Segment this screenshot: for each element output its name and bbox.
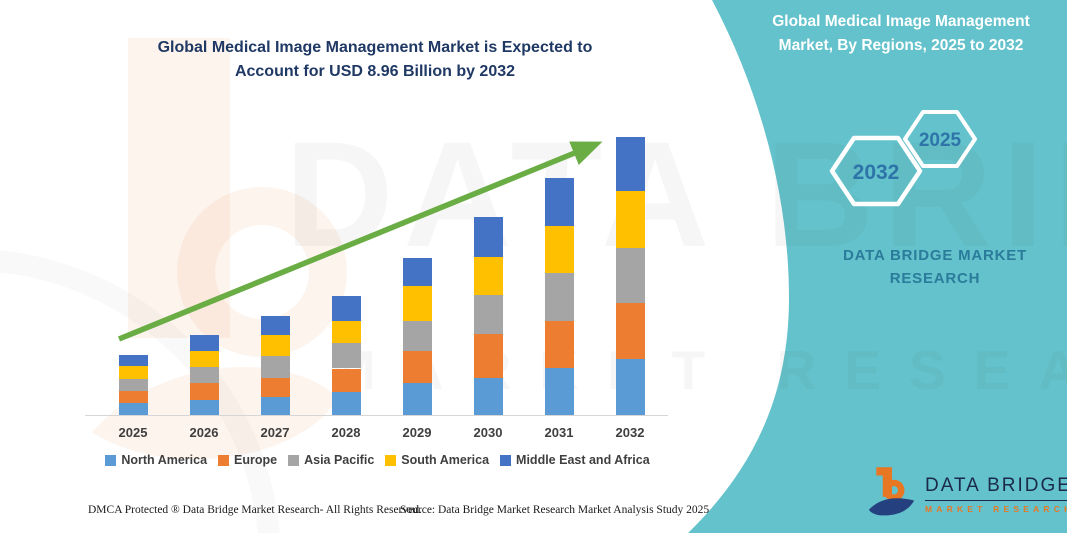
- x-axis-label-2030: 2030: [473, 425, 503, 440]
- bar-segment-2027-north-america: [260, 396, 290, 415]
- data-bridge-logo-icon: [868, 467, 915, 516]
- bar-segment-2032-middle-east-and-africa: [615, 137, 645, 191]
- bar-segment-2027-europe: [260, 378, 290, 397]
- logo-text-block: DATA BRIDGE MARKET RESEARCH: [925, 475, 1067, 514]
- bar-segment-2032-north-america: [615, 358, 645, 415]
- legend-swatch: [218, 454, 230, 466]
- chart-headline-line1: Global Medical Image Management Market i…: [157, 39, 593, 56]
- panel-title: Global Medical Image Management Market, …: [740, 10, 1062, 58]
- x-axis-label-2026: 2026: [189, 425, 219, 440]
- bar-segment-2029-north-america: [402, 383, 432, 415]
- logo-subtitle: MARKET RESEARCH: [925, 503, 1067, 514]
- bar-segment-2032-asia-pacific: [615, 247, 645, 303]
- bar-segment-2026-north-america: [189, 400, 219, 415]
- panel-title-line1: Global Medical Image Management: [772, 13, 1030, 30]
- hexagon-2032-label: 2032: [853, 161, 900, 184]
- chart-headline-line2: Account for USD 8.96 Billion by 2032: [234, 63, 516, 80]
- bar-segment-2031-north-america: [544, 368, 574, 415]
- hexagon-2032: [829, 135, 923, 207]
- bar-segment-2030-north-america: [473, 377, 503, 415]
- legend-item-north-america: North America: [105, 453, 207, 467]
- bar-segment-2030-europe: [473, 334, 503, 378]
- legend-label: South America: [401, 453, 490, 467]
- bar-segment-2026-europe: [189, 383, 219, 401]
- legend-label: North America: [121, 453, 208, 467]
- bar-segment-2028-asia-pacific: [331, 343, 361, 369]
- bar-segment-2032-south-america: [615, 190, 645, 248]
- x-axis-label-2027: 2027: [260, 425, 290, 440]
- bar-segment-2025-south-america: [118, 366, 148, 380]
- bar-segment-2025-middle-east-and-africa: [118, 354, 148, 367]
- chart-legend: North America Europe Asia Pacific South Ame…: [85, 453, 670, 467]
- x-axis-label-2032: 2032: [615, 425, 645, 440]
- footer-source-text: Source: Data Bridge Market Research Mark…: [400, 504, 710, 516]
- legend-item-europe: Europe: [218, 453, 277, 467]
- legend-swatch: [105, 454, 117, 466]
- x-axis-label-2029: 2029: [402, 425, 432, 440]
- x-axis-label-2028: 2028: [331, 425, 361, 440]
- legend-swatch: [288, 454, 300, 466]
- brand-text-line2: RESEARCH: [889, 270, 981, 288]
- hexagon-2025: [903, 110, 977, 168]
- bar-segment-2032-europe: [615, 302, 645, 359]
- bar-segment-2028-north-america: [331, 391, 361, 415]
- brand-text-line1: DATA BRIDGE MARKET: [842, 247, 1028, 264]
- bar-segment-2025-europe: [118, 390, 148, 403]
- logo-name: DATA BRIDGE: [925, 475, 1067, 501]
- footer-dmca-text: DMCA Protected ® Data Bridge Market Rese…: [88, 504, 422, 516]
- bar-segment-2026-south-america: [189, 350, 219, 367]
- legend-label: Middle East and Africa: [516, 453, 650, 467]
- bar-segment-2028-europe: [331, 368, 361, 392]
- legend-label: Asia Pacific: [304, 453, 375, 467]
- x-axis-line: [85, 415, 668, 416]
- legend-swatch: [500, 454, 512, 466]
- x-axis-label-2025: 2025: [118, 425, 148, 440]
- company-logo: DATA BRIDGE MARKET RESEARCH: [868, 466, 1067, 522]
- brand-text: DATA BRIDGE MARKET RESEARCH: [805, 244, 1065, 291]
- legend-item-middle-east-and-africa: Middle East and Africa: [500, 453, 650, 467]
- legend-swatch: [385, 454, 397, 466]
- bar-segment-2025-asia-pacific: [118, 379, 148, 391]
- bar-segment-2027-asia-pacific: [260, 356, 290, 379]
- bar-segment-2025-north-america: [118, 402, 148, 415]
- bar-segment-2026-asia-pacific: [189, 366, 219, 384]
- legend-item-south-america: South America: [385, 453, 489, 467]
- bar-segment-2029-europe: [402, 351, 432, 384]
- x-axis-label-2031: 2031: [544, 425, 574, 440]
- legend-label: Europe: [234, 453, 278, 467]
- panel-title-line2: Market, By Regions, 2025 to 2032: [778, 37, 1024, 55]
- hexagon-2025-label: 2025: [919, 130, 962, 151]
- chart-headline: Global Medical Image Management Market i…: [95, 36, 655, 84]
- legend-item-asia-pacific: Asia Pacific: [288, 453, 374, 467]
